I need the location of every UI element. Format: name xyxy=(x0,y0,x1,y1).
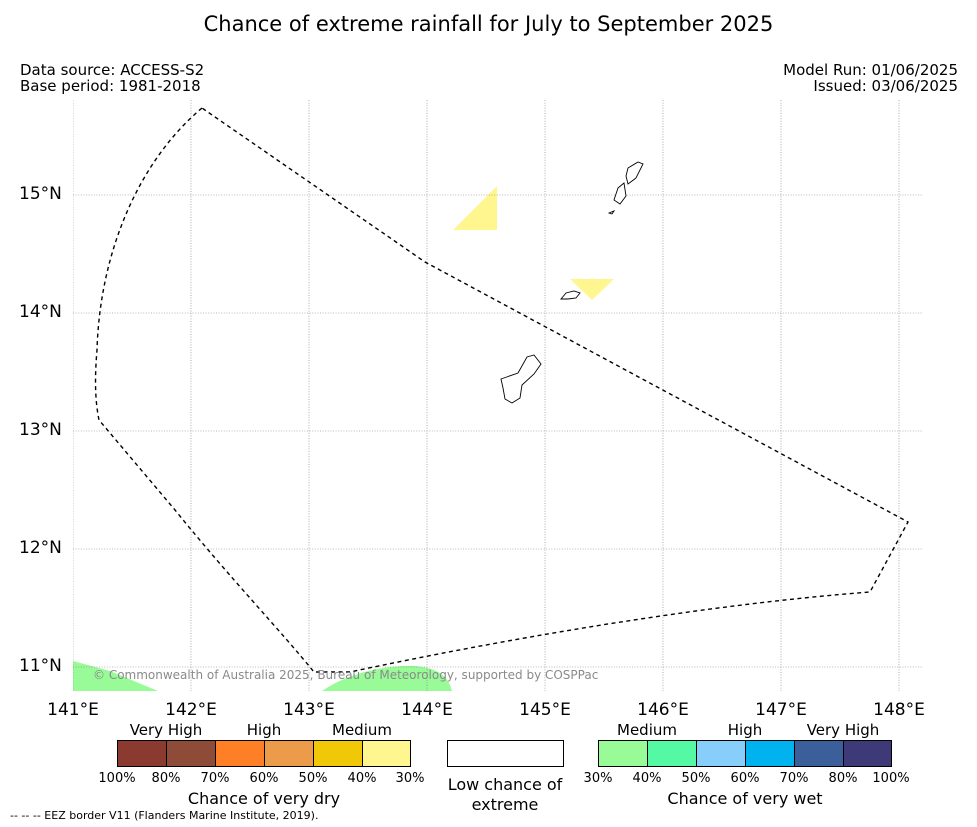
dry-high-label: High xyxy=(246,721,282,739)
lat-tick-15n: 15°N xyxy=(19,184,62,204)
chart-title: Chance of extreme rainfall for July to S… xyxy=(203,12,774,36)
wet-very-high-label: Very High xyxy=(806,721,880,739)
gridlines xyxy=(73,100,923,691)
dry-pct-label: 80% xyxy=(151,771,181,786)
base-period-label: Base period: 1981-2018 xyxy=(20,77,201,95)
wet-swatch-50-60 xyxy=(696,740,746,767)
dry-region-north xyxy=(453,186,497,230)
dry-swatch-50-60 xyxy=(264,740,314,767)
wet-pct-label: 70% xyxy=(779,771,809,786)
dry-swatch-80-100 xyxy=(117,740,167,767)
data-source-label: Data source: ACCESS-S2 xyxy=(20,61,205,79)
dry-pct-label: 30% xyxy=(395,771,425,786)
aguijan-island xyxy=(607,210,616,215)
lat-tick-11n: 11°N xyxy=(19,656,62,676)
dry-swatch-70-80 xyxy=(166,740,216,767)
eez-border xyxy=(94,107,909,673)
wet-pct-label: 30% xyxy=(583,771,613,786)
wet-pct-label: 60% xyxy=(730,771,760,786)
lat-tick-13n: 13°N xyxy=(19,420,62,440)
rota-island xyxy=(560,290,581,300)
wet-swatch-80-100 xyxy=(843,740,892,767)
tinian-island xyxy=(613,182,627,205)
guam-island xyxy=(500,354,542,404)
low-chance-swatch xyxy=(447,740,564,767)
wet-high-label: High xyxy=(727,721,763,739)
lon-tick-142e: 142°E xyxy=(165,700,217,720)
dry-very-high-label: Very High xyxy=(129,721,203,739)
lon-tick-141e: 141°E xyxy=(47,700,99,720)
copyright-notice: © Commonwealth of Australia 2025, Bureau… xyxy=(93,668,599,682)
lon-tick-148e: 148°E xyxy=(873,700,925,720)
lat-tick-14n: 14°N xyxy=(19,302,62,322)
wet-pct-label: 100% xyxy=(872,771,910,786)
dry-pct-label: 40% xyxy=(347,771,377,786)
wet-swatch-40-50 xyxy=(647,740,697,767)
wet-pct-label: 80% xyxy=(828,771,858,786)
wet-pct-label: 40% xyxy=(632,771,662,786)
wet-region-southwest xyxy=(73,661,158,691)
dry-pct-label: 60% xyxy=(249,771,279,786)
dry-pct-label: 70% xyxy=(200,771,230,786)
dry-pct-label: 100% xyxy=(98,771,136,786)
dry-swatch-30-40 xyxy=(362,740,411,767)
dry-legend-title: Chance of very dry xyxy=(187,789,341,808)
lat-tick-12n: 12°N xyxy=(19,538,62,558)
dry-swatch-60-70 xyxy=(215,740,265,767)
wet-pct-label: 50% xyxy=(681,771,711,786)
dry-pct-label: 50% xyxy=(298,771,328,786)
lon-tick-146e: 146°E xyxy=(637,700,689,720)
saipan-island xyxy=(625,161,644,185)
lon-tick-145e: 145°E xyxy=(519,700,571,720)
lon-tick-143e: 143°E xyxy=(283,700,335,720)
model-run-label: Model Run: 01/06/2025 xyxy=(783,61,958,79)
source-info: Data source: ACCESS-S2 Base period: 1981… xyxy=(20,62,204,94)
wet-swatch-60-70 xyxy=(745,740,795,767)
issued-label: Issued: 03/06/2025 xyxy=(813,77,958,95)
dry-medium-label: Medium xyxy=(332,721,392,739)
wet-swatch-70-80 xyxy=(794,740,844,767)
run-info: Model Run: 01/06/2025 Issued: 03/06/2025 xyxy=(783,62,958,94)
map-area xyxy=(73,100,923,691)
wet-medium-label: Medium xyxy=(617,721,677,739)
wet-legend-title: Chance of very wet xyxy=(667,789,823,808)
wet-swatch-30-40 xyxy=(598,740,648,767)
dry-region-rota xyxy=(570,279,614,300)
wet-region-south xyxy=(322,665,452,691)
low-chance-label: Low chance of extreme xyxy=(447,775,563,814)
dry-swatch-40-50 xyxy=(313,740,363,767)
lon-tick-147e: 147°E xyxy=(755,700,807,720)
lon-tick-144e: 144°E xyxy=(401,700,453,720)
eez-border-note: -- -- -- EEZ border V11 (Flanders Marine… xyxy=(10,809,319,822)
